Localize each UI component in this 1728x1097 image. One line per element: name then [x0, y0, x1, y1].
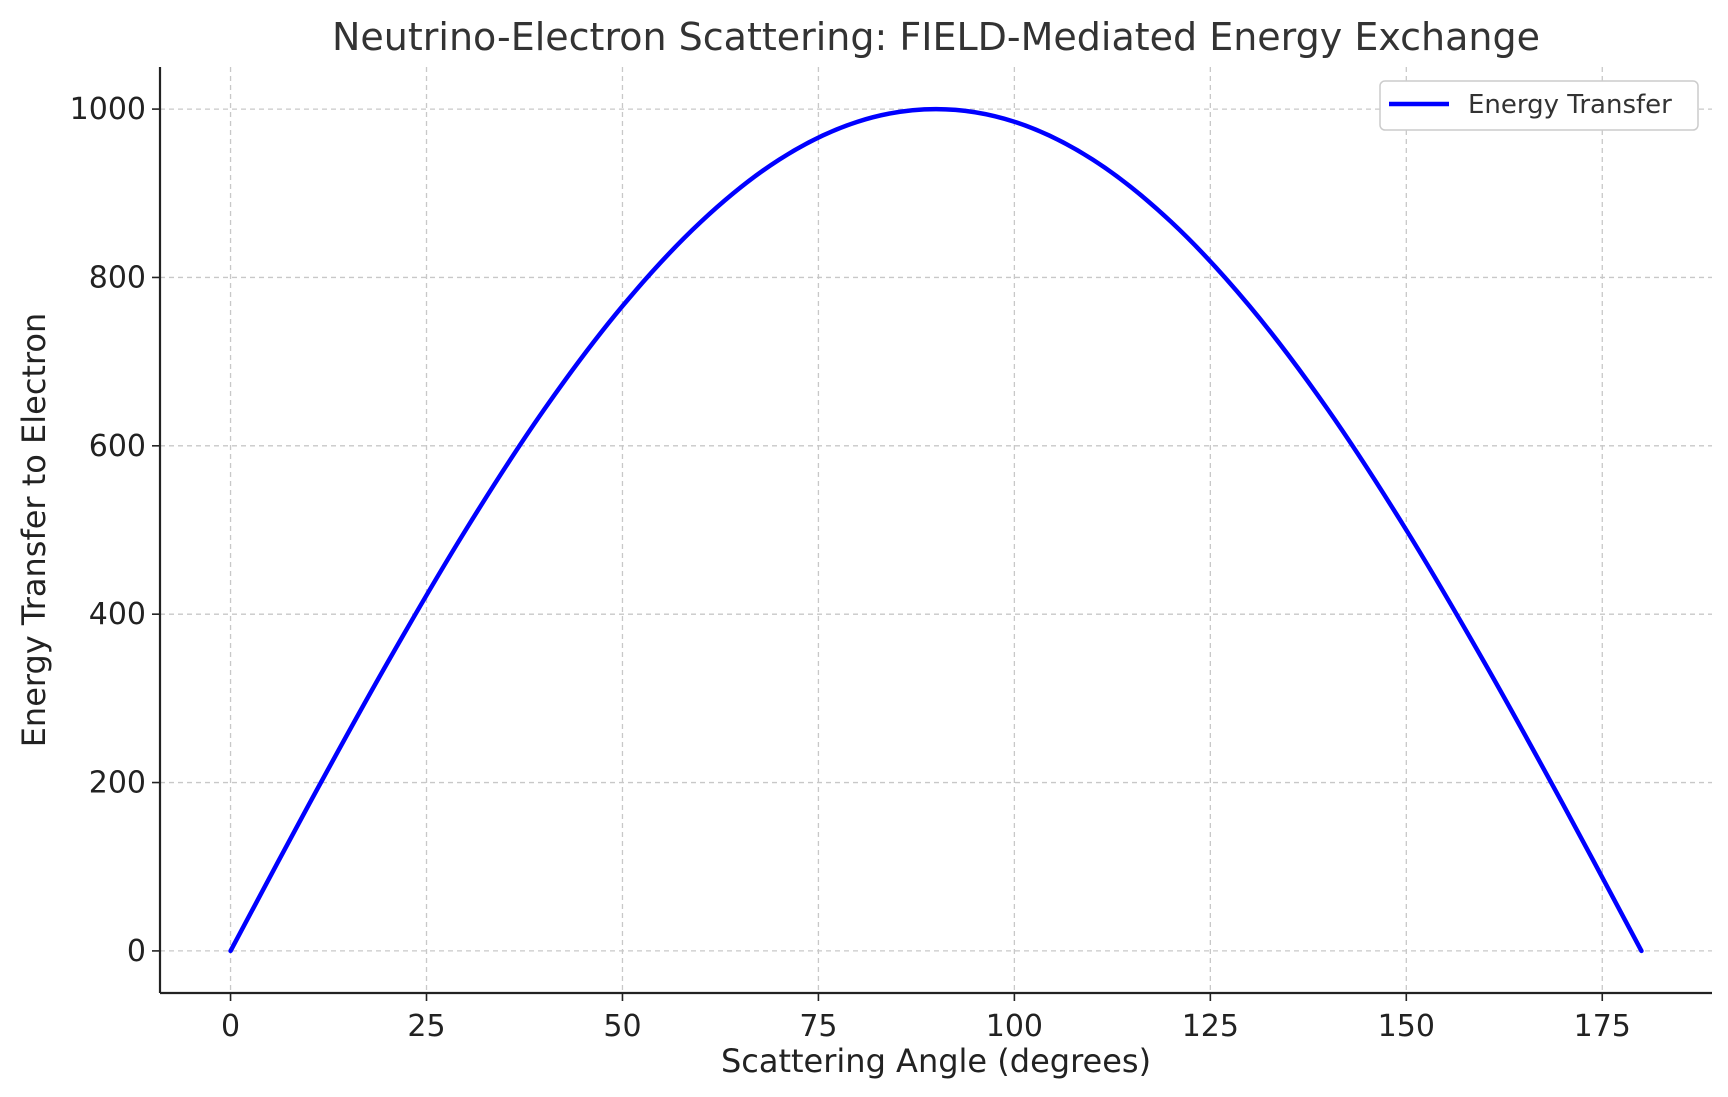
data-point: [620, 304, 624, 308]
legend: Energy Transfer: [1379, 80, 1699, 131]
x-tick-label: 0: [221, 1009, 240, 1044]
data-point: [934, 107, 938, 111]
y-tick-label: 600: [89, 429, 146, 464]
data-point: [385, 661, 389, 665]
y-tick-label: 0: [127, 934, 146, 969]
x-tick-label: 25: [407, 1009, 445, 1044]
data-point: [542, 408, 546, 412]
data-point: [777, 158, 781, 162]
y-axis-label: Energy Transfer to Electron: [15, 313, 53, 748]
x-tick-label: 150: [1378, 1009, 1435, 1044]
y-tick-label: 400: [89, 597, 146, 632]
data-point: [699, 220, 703, 224]
data-point: [1012, 120, 1016, 124]
data-point: [856, 120, 860, 124]
y-tick-label: 800: [89, 260, 146, 295]
legend-box: [1379, 80, 1699, 131]
x-tick-label: 75: [799, 1009, 837, 1044]
data-point: [1248, 304, 1252, 308]
data-point: [1404, 528, 1408, 532]
x-ticks: 0 25 50 75 100 125 150 175: [221, 993, 1631, 1044]
data-point: [229, 949, 233, 953]
data-point: [1561, 802, 1565, 806]
x-tick-label: 175: [1574, 1009, 1631, 1044]
x-axis-label: Scattering Angle (degrees): [721, 1042, 1151, 1080]
series-points: [229, 107, 1644, 953]
data-point: [1639, 949, 1643, 953]
y-ticks: 0 200 400 600 800 1000: [70, 92, 160, 969]
grid: [160, 67, 1712, 993]
data-point: [307, 802, 311, 806]
legend-entry-energy-transfer: Energy Transfer: [1468, 90, 1672, 120]
x-tick-label: 50: [603, 1009, 641, 1044]
x-tick-label: 100: [986, 1009, 1043, 1044]
y-tick-label: 200: [89, 766, 146, 801]
data-point: [1169, 220, 1173, 224]
x-tick-label: 125: [1182, 1009, 1239, 1044]
data-point: [464, 528, 468, 532]
data-point: [1483, 661, 1487, 665]
chart-title: Neutrino-Electron Scattering: FIELD-Medi…: [332, 15, 1540, 59]
y-tick-label: 1000: [70, 92, 146, 127]
series-line-energy-transfer: [228, 106, 1644, 954]
data-point: [1326, 408, 1330, 412]
data-point: [1091, 158, 1095, 162]
